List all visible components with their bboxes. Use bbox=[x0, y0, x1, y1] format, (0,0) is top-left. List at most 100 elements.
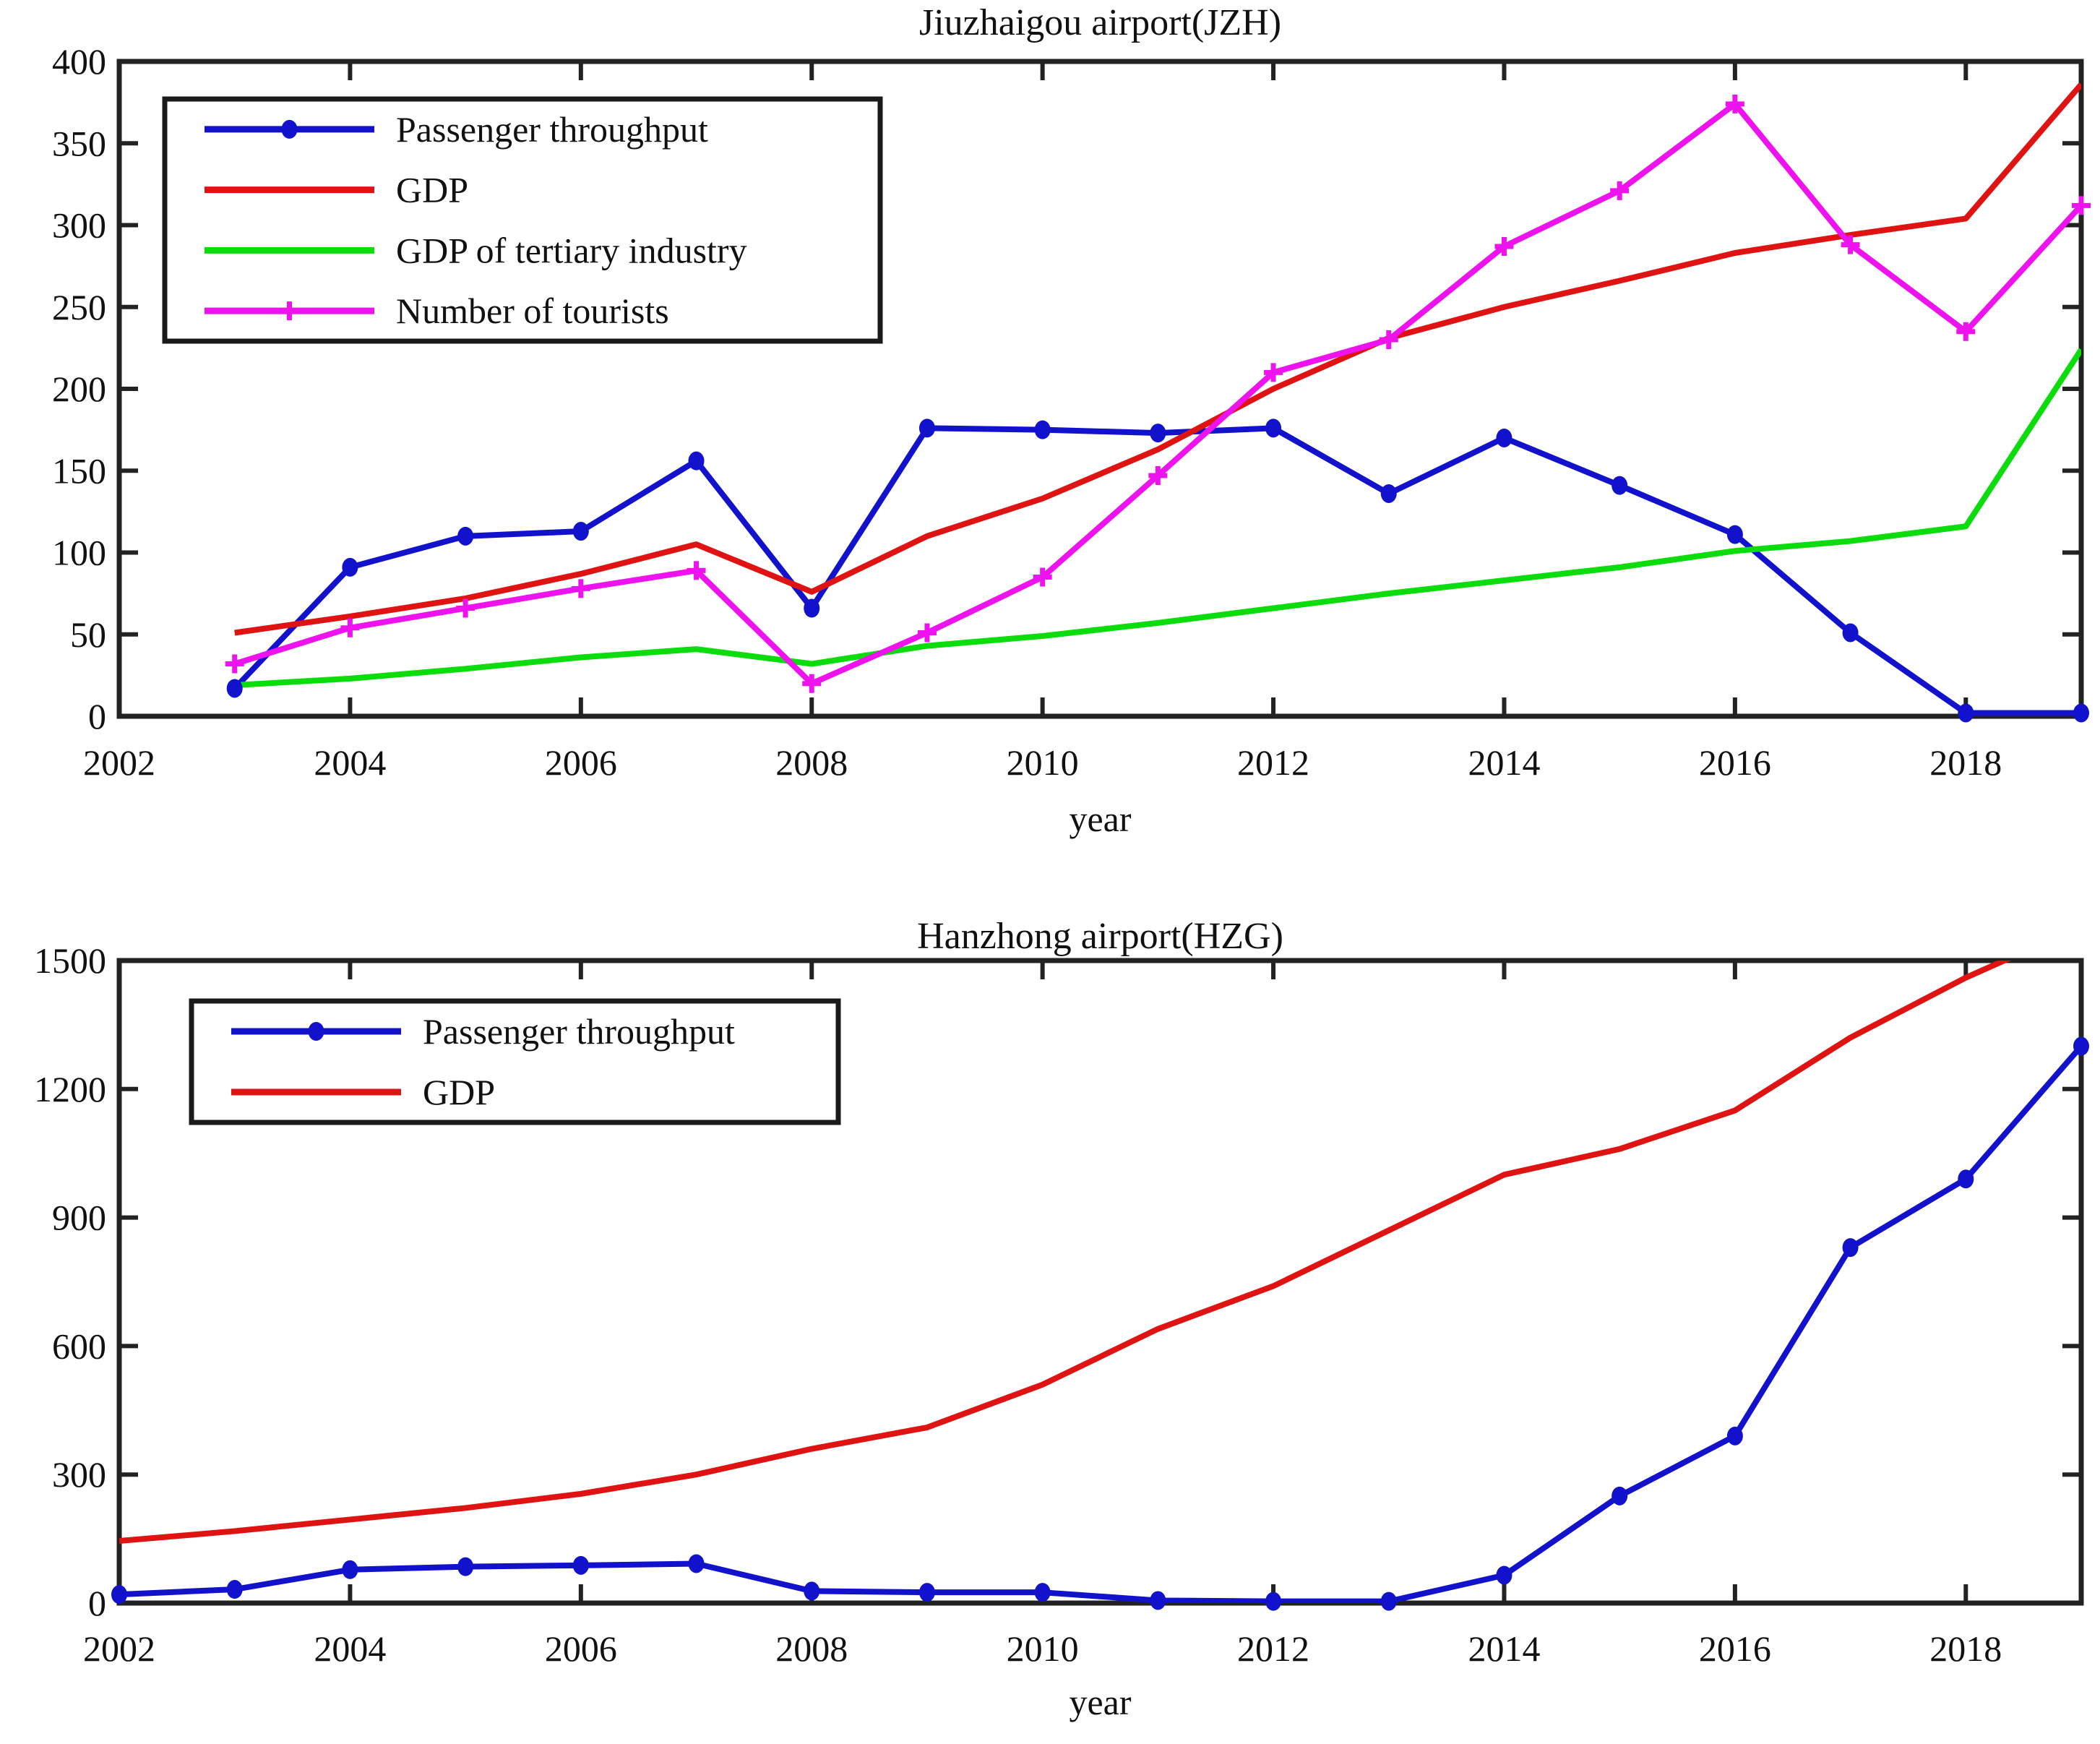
legend-marker-sample bbox=[308, 1022, 324, 1041]
y-tick-label: 0 bbox=[88, 1583, 106, 1623]
x-tick-label: 2012 bbox=[1237, 742, 1309, 783]
y-tick-label: 1500 bbox=[34, 940, 106, 981]
y-tick-label: 900 bbox=[52, 1198, 106, 1238]
data-point-marker bbox=[1496, 428, 1512, 447]
data-point-marker bbox=[1264, 363, 1283, 382]
x-tick-label: 2010 bbox=[1007, 1628, 1079, 1669]
data-point-marker bbox=[1380, 1591, 1397, 1611]
x-tick-label: 2006 bbox=[545, 1628, 617, 1669]
chart-hzg: Hanzhong airport(HZG) 2002 2004 2006 2008 201… bbox=[34, 916, 2089, 1722]
data-point-marker bbox=[687, 561, 706, 580]
data-point-marker bbox=[1150, 424, 1166, 443]
data-point-marker bbox=[572, 1555, 589, 1575]
x-tick-label: 2016 bbox=[1699, 1628, 1771, 1669]
data-point-marker bbox=[688, 451, 705, 471]
data-point-marker bbox=[340, 618, 360, 637]
y-tick-label: 300 bbox=[52, 1454, 106, 1495]
data-point-marker bbox=[2073, 1036, 2089, 1056]
legend-label: Number of tourists bbox=[396, 291, 669, 331]
y-tick-label: 300 bbox=[52, 205, 106, 246]
data-point-marker bbox=[571, 579, 590, 598]
legend-marker-sample bbox=[280, 301, 299, 321]
data-point-marker bbox=[2073, 703, 2089, 723]
x-tick-label: 2004 bbox=[314, 1628, 386, 1669]
chart-title: Jiuzhaigou airport(JZH) bbox=[919, 2, 1281, 43]
x-tick-label: 2014 bbox=[1468, 1628, 1540, 1669]
data-point-marker bbox=[804, 598, 820, 618]
data-point-marker bbox=[1611, 476, 1628, 495]
legend: Passenger throughput GDP GDP of tertiary i… bbox=[162, 96, 883, 344]
x-tick-label: 2004 bbox=[314, 742, 386, 783]
data-point-marker bbox=[1380, 484, 1397, 503]
data-point-marker bbox=[456, 598, 475, 618]
legend-marker-sample bbox=[281, 119, 298, 139]
y-tick-label: 150 bbox=[52, 450, 106, 491]
data-point-marker bbox=[226, 1580, 243, 1599]
x-tick-label: 2014 bbox=[1468, 742, 1540, 783]
data-point-marker bbox=[1956, 322, 1976, 341]
data-point-marker bbox=[1611, 1486, 1628, 1505]
data-point-marker bbox=[572, 522, 589, 541]
y-tick-label: 350 bbox=[52, 123, 106, 163]
data-point-marker bbox=[225, 654, 244, 674]
y-tick-label: 100 bbox=[52, 533, 106, 573]
x-tick-label: 2006 bbox=[545, 742, 617, 783]
data-point-marker bbox=[1726, 1426, 1743, 1446]
y-tick-label: 50 bbox=[70, 614, 106, 655]
series-lines bbox=[119, 961, 2081, 1603]
data-point-marker bbox=[1958, 1169, 1974, 1189]
data-point-marker bbox=[918, 418, 935, 438]
data-point-marker bbox=[1034, 1583, 1051, 1602]
x-tick-label: 2002 bbox=[83, 742, 155, 783]
legend-label: Passenger throughput bbox=[396, 109, 708, 150]
data-point-marker bbox=[2072, 196, 2091, 215]
x-tick-label: 2002 bbox=[83, 1628, 155, 1669]
legend-box bbox=[162, 96, 883, 344]
x-axis-label: year bbox=[1069, 799, 1131, 839]
data-point-marker bbox=[342, 1560, 358, 1579]
legend-label: GDP bbox=[423, 1072, 495, 1112]
data-point-marker bbox=[457, 526, 474, 546]
data-point-marker bbox=[226, 679, 243, 698]
y-tick-label: 1200 bbox=[34, 1069, 106, 1109]
data-point-marker bbox=[1958, 703, 1974, 723]
chart-jzh: Jiuzhaigou airport(JZH) 2002 2004 2006 2008 2… bbox=[52, 2, 2091, 839]
data-point-marker bbox=[1842, 1238, 1859, 1258]
legend-label: GDP bbox=[396, 170, 468, 210]
chart-title: Hanzhong airport(HZG) bbox=[917, 916, 1283, 957]
axis-frame bbox=[116, 958, 2084, 1606]
data-point-marker bbox=[1033, 567, 1052, 587]
line-gdp bbox=[234, 82, 2081, 636]
x-tick-label: 2008 bbox=[775, 1628, 848, 1669]
data-point-marker bbox=[917, 623, 937, 643]
y-tick-label: 400 bbox=[52, 41, 106, 82]
x-axis-label: year bbox=[1069, 1682, 1131, 1722]
x-tick-label: 2018 bbox=[1929, 1628, 2002, 1669]
data-point-marker bbox=[1034, 420, 1051, 439]
data-point-marker bbox=[457, 1557, 474, 1576]
data-point-marker bbox=[1842, 623, 1859, 643]
data-point-marker bbox=[1496, 1565, 1512, 1585]
data-point-marker bbox=[1148, 466, 1168, 486]
x-tick-label: 2016 bbox=[1699, 742, 1771, 783]
data-point-marker bbox=[111, 1585, 127, 1605]
data-point-marker bbox=[802, 674, 822, 693]
legend: Passenger throughput GDP bbox=[189, 998, 841, 1125]
data-point-marker bbox=[1841, 235, 1860, 254]
data-point-marker bbox=[1725, 94, 1744, 113]
line-passenger-throughput bbox=[119, 1044, 2081, 1603]
legend-label: GDP of tertiary industry bbox=[396, 230, 747, 270]
data-point-marker bbox=[1150, 1591, 1166, 1610]
y-tick-label: 600 bbox=[52, 1326, 106, 1366]
data-point-marker bbox=[342, 557, 358, 577]
data-point-marker bbox=[1265, 1591, 1282, 1611]
legend-box bbox=[189, 998, 841, 1125]
legend-label: Passenger throughput bbox=[423, 1011, 735, 1052]
line-gdp-of-tertiary-industry bbox=[234, 348, 2081, 688]
data-point-marker bbox=[804, 1581, 820, 1601]
data-point-marker bbox=[1265, 418, 1282, 438]
data-point-marker bbox=[1610, 181, 1630, 200]
data-point-marker bbox=[1726, 525, 1743, 544]
x-tick-label: 2018 bbox=[1929, 742, 2002, 783]
